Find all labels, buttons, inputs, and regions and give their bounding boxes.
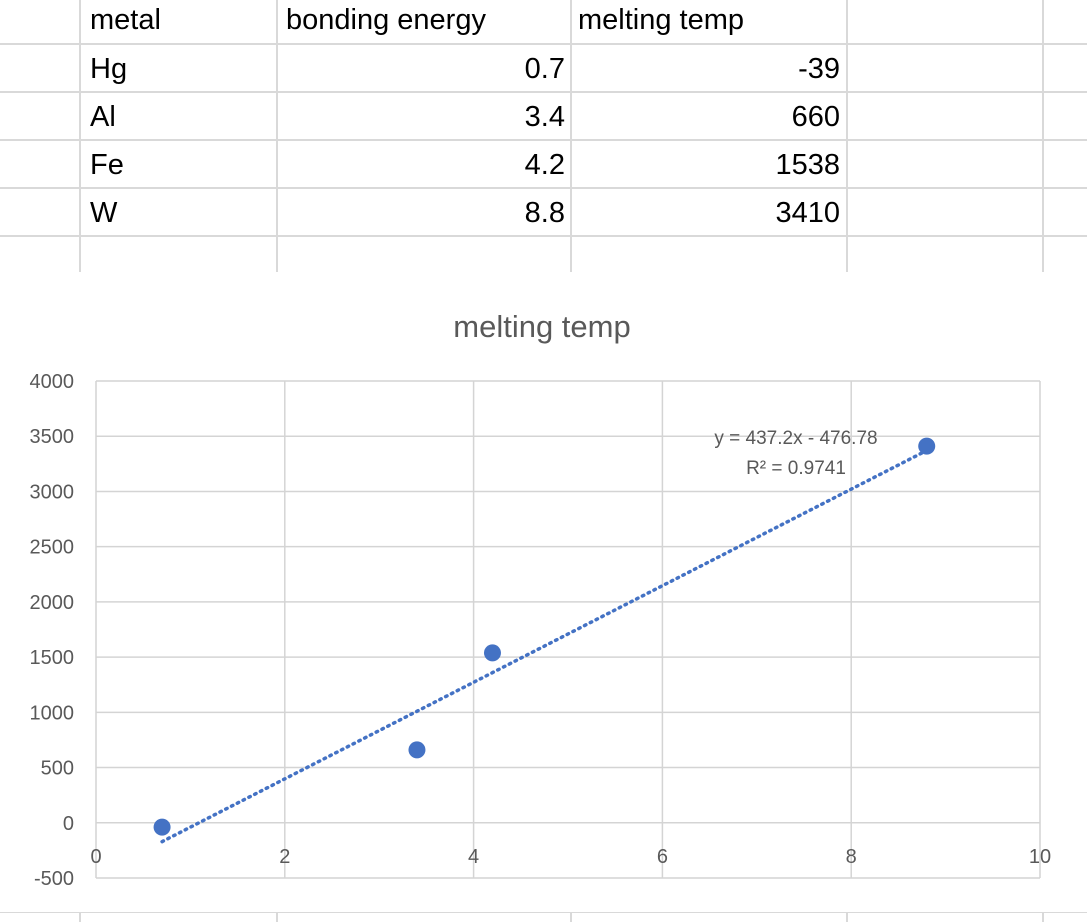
y-tick-label: 3000 [30,481,75,503]
table-cell-bonding-energy[interactable]: 8.8 [524,197,565,229]
plot-gridlines [95,380,1041,879]
data-point[interactable] [153,818,171,836]
y-tick-label: 4000 [30,371,75,393]
trendline-r-squared[interactable]: R² = 0.9741 [746,458,846,479]
table-cell-metal[interactable]: Fe [90,149,124,181]
chart-title[interactable]: melting temp [453,309,630,344]
x-tick-label: 0 [90,846,101,868]
table-cell-melting-temp[interactable]: 1538 [775,149,840,181]
y-tick-label: 0 [63,813,74,835]
data-point[interactable] [408,741,426,759]
header-cell-bonding-energy[interactable]: bonding energy [286,4,486,36]
table-cell-bonding-energy[interactable]: 4.2 [524,149,565,181]
table-cell-melting-temp[interactable]: 660 [791,101,840,133]
x-tick-label: 8 [846,846,857,868]
table-cell-metal[interactable]: W [90,197,118,229]
x-tick-label: 4 [468,846,479,868]
trendline[interactable] [160,448,929,844]
table-cell-bonding-energy[interactable]: 0.7 [524,53,565,85]
trendline-equation[interactable]: y = 437.2x - 476.78 [714,428,877,449]
y-tick-label: -500 [34,868,74,890]
header-cell-metal[interactable]: metal [90,4,161,36]
y-tick-label: 500 [41,758,74,780]
table-cell-metal[interactable]: Al [90,101,116,133]
data-point[interactable] [483,644,501,662]
data-points [153,437,936,836]
data-point[interactable] [918,437,936,455]
x-tick-label: 2 [279,846,290,868]
y-tick-label: 1000 [30,702,75,724]
y-tick-label: 2000 [30,592,75,614]
chart-area-background [0,272,1087,912]
y-tick-label: 3500 [30,426,75,448]
x-tick-label: 10 [1029,846,1051,868]
header-cell-melting-temp[interactable]: melting temp [578,4,745,36]
table-cell-melting-temp[interactable]: -39 [798,53,840,85]
y-tick-label: 1500 [30,647,75,669]
table-cell-metal[interactable]: Hg [90,53,128,85]
table-cell-bonding-energy[interactable]: 3.4 [524,101,565,133]
trendline-group [160,448,929,844]
x-tick-label: 6 [657,846,668,868]
y-tick-label: 2500 [30,537,75,559]
table-cell-melting-temp[interactable]: 3410 [775,197,840,229]
axis-tick-labels: 4000 3500 3000 2500 2000 1500 1000 500 0 -500 0 2 4 6… [30,371,1052,890]
